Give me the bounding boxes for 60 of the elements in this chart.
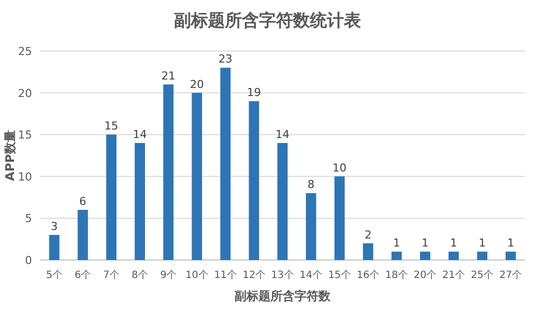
data-label: 10	[332, 161, 347, 174]
bar	[248, 101, 260, 260]
x-tick-label: 10个	[186, 269, 208, 281]
x-axis-title: 副标题所含字符数	[234, 289, 332, 303]
y-tick-label: 15	[18, 128, 32, 142]
x-tick-label: 13个	[271, 269, 294, 281]
bar	[78, 210, 88, 260]
data-label: 19	[246, 86, 261, 100]
bar	[49, 234, 60, 260]
data-label: 1	[507, 236, 514, 250]
x-tick-label: 14个	[300, 269, 322, 281]
x-tick-label: 11个	[214, 269, 237, 281]
data-label: 14	[276, 128, 290, 141]
y-tick-label: 25	[18, 45, 32, 58]
data-label: 1	[478, 236, 486, 250]
bar	[106, 134, 116, 260]
x-tick-label: 21个	[442, 269, 466, 281]
y-tick-label: 5	[25, 212, 32, 226]
data-label: 1	[422, 236, 429, 250]
data-label: 2	[364, 228, 372, 242]
y-tick-label: 10	[18, 170, 32, 184]
data-label: 3	[50, 220, 58, 233]
x-tick-label: 25个	[470, 269, 494, 281]
bar	[277, 142, 288, 260]
data-label: 14	[132, 128, 147, 141]
data-label: 20	[190, 78, 204, 91]
bar	[220, 68, 231, 260]
data-label: 6	[79, 194, 86, 208]
x-tick-label: 18个	[385, 269, 408, 281]
data-label: 23	[218, 52, 232, 66]
x-tick-label: 6个	[74, 269, 91, 281]
x-tick-label: 15个	[328, 269, 351, 281]
x-tick-label: 9个	[160, 269, 177, 281]
data-label: 8	[308, 178, 315, 192]
bar	[391, 252, 402, 260]
bar	[134, 142, 145, 260]
data-label: 15	[104, 120, 118, 133]
x-tick-label: 7个	[103, 269, 120, 281]
bar	[506, 252, 516, 260]
bar	[306, 193, 316, 260]
data-label: 1	[450, 236, 458, 250]
x-tick-label: 20个	[414, 269, 437, 281]
chart-title: 副标题所含字符数统计表	[174, 11, 362, 31]
data-label: 21	[161, 69, 176, 82]
bar	[477, 252, 488, 260]
y-tick-label: 20	[18, 86, 32, 100]
y-axis-title: APP数量	[3, 130, 17, 181]
x-tick-label: 5个	[46, 269, 62, 281]
bar	[420, 252, 430, 260]
x-tick-label: 12个	[242, 269, 266, 281]
x-tick-label: 8个	[132, 269, 148, 281]
y-tick-label: 0	[25, 254, 32, 267]
data-label: 1	[393, 236, 400, 250]
bar	[362, 243, 374, 260]
bar	[448, 252, 459, 260]
bar	[163, 84, 174, 260]
x-tick-label: 27个	[499, 269, 522, 281]
x-tick-label: 16个	[356, 269, 380, 281]
bar	[334, 176, 345, 260]
bar	[192, 92, 202, 260]
